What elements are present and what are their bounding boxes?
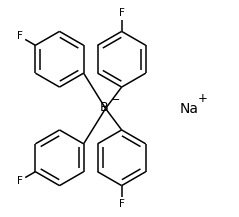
Text: F: F xyxy=(119,8,125,18)
Text: +: + xyxy=(198,92,208,105)
Text: F: F xyxy=(119,199,125,209)
Text: Na: Na xyxy=(180,102,199,115)
Text: F: F xyxy=(17,176,22,186)
Text: −: − xyxy=(111,95,120,105)
Text: B: B xyxy=(100,101,109,114)
Text: F: F xyxy=(17,31,22,41)
